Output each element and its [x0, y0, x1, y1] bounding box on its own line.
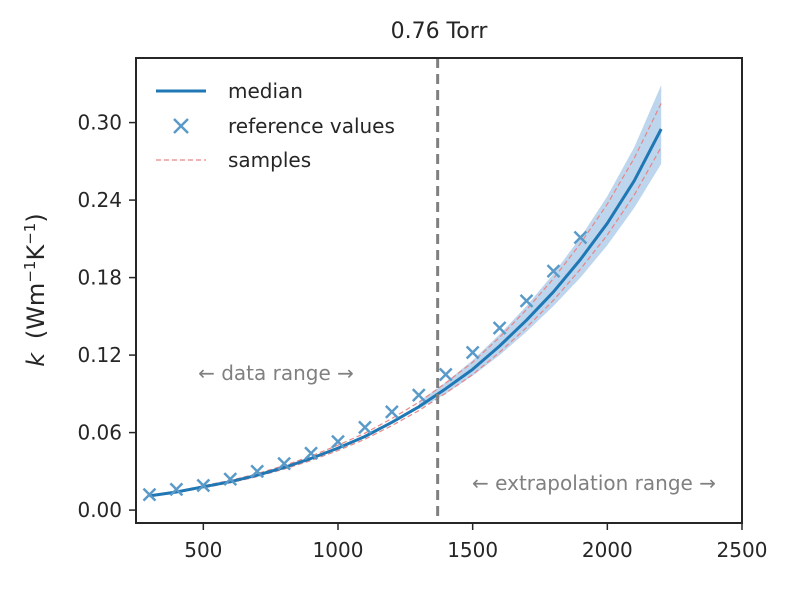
reference-point [196, 478, 211, 493]
reference-point [277, 456, 292, 471]
reference-point [169, 482, 184, 497]
reference-point [465, 345, 480, 360]
median-line [149, 128, 663, 498]
y-tick-label: 0.18 [77, 266, 122, 290]
reference-point [411, 388, 426, 403]
y-tick-label: 0.24 [77, 188, 122, 212]
x-tick-label: 1000 [313, 538, 364, 562]
x-tick-label: 500 [184, 538, 222, 562]
sample-line-1 [149, 146, 662, 498]
legend-reference-marker [173, 118, 189, 134]
legend-median-label: median [228, 79, 303, 103]
samples-series [149, 102, 662, 498]
reference-point [573, 230, 588, 245]
x-tick-label: 2000 [582, 538, 633, 562]
legend-samples-label: samples [228, 148, 311, 172]
x-axis: 500 1000 1500 2000 2500 [184, 523, 767, 562]
sample-line-2 [149, 102, 662, 496]
y-label-sup1: −1 [21, 261, 39, 283]
reference-point [438, 367, 453, 382]
y-axis-label: k (Wm−1K−1) [21, 213, 50, 366]
reference-point [358, 420, 372, 435]
y-label-mid: K [22, 244, 50, 261]
reference-point [142, 487, 157, 502]
reference-point [331, 434, 345, 449]
annotation-extrapolation-range: ← extrapolation range → [472, 471, 716, 495]
reference-point [384, 405, 399, 419]
reference-point [223, 472, 238, 486]
x-tick-label: 1500 [447, 538, 498, 562]
y-tick-label: 0.30 [77, 111, 122, 135]
legend-reference-label: reference values [228, 114, 395, 138]
uncertainty-band [418, 85, 662, 410]
chart-title: 0.76 Torr [391, 19, 489, 44]
y-label-symbol: k [22, 352, 50, 367]
annotation-data-range: ← data range → [198, 361, 354, 385]
y-label-sup2: −1 [21, 223, 39, 245]
y-label-units: (Wm [22, 283, 50, 339]
reference-point [250, 464, 265, 479]
reference-values-series [142, 230, 588, 502]
y-tick-label: 0.00 [77, 498, 122, 522]
y-tick-label: 0.12 [77, 343, 122, 367]
y-axis: 0.00 0.06 0.12 0.18 0.24 0.30 [77, 111, 136, 522]
y-tick-label: 0.06 [77, 421, 122, 445]
reference-point [546, 264, 561, 279]
plot-area [142, 58, 663, 523]
reference-point [519, 293, 534, 308]
reference-point [492, 321, 507, 335]
y-label-close: ) [22, 213, 50, 222]
legend: median reference values samples [156, 79, 395, 172]
plot-frame [135, 57, 743, 524]
reference-point [304, 446, 318, 461]
x-tick-label: 2500 [717, 538, 768, 562]
